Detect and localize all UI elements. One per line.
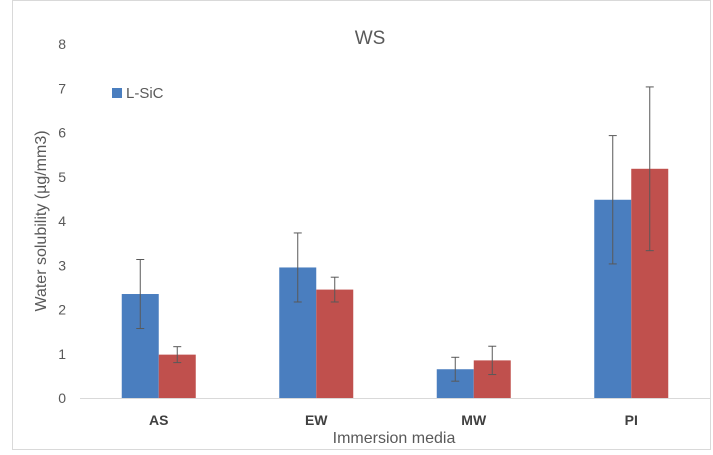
legend-swatch-l-sic (112, 88, 122, 98)
x-axis-ticks: AS EW MW PI (149, 412, 638, 428)
y-tick-label: 7 (58, 80, 66, 96)
bars (121, 86, 669, 398)
x-axis-label: Immersion media (333, 430, 456, 447)
y-tick-label: 5 (58, 169, 66, 185)
y-tick-label: 1 (58, 346, 66, 362)
y-tick-label: 8 (58, 36, 66, 52)
chart-title: WS (355, 28, 386, 49)
x-tick-label: MW (461, 412, 487, 428)
x-tick-label: PI (625, 412, 638, 428)
y-tick-label: 0 (58, 390, 66, 406)
y-tick-label: 6 (58, 125, 66, 141)
legend-label-l-sic: L-SiC (126, 85, 164, 102)
y-axis-ticks: 0 1 2 3 4 5 6 7 8 (58, 36, 66, 406)
legend: L-SiC (112, 85, 164, 102)
y-axis-label: Water solubility (µg/mm3) (33, 130, 50, 311)
x-tick-label: EW (305, 412, 328, 428)
y-tick-label: 4 (58, 213, 66, 229)
bar (316, 289, 354, 398)
y-tick-label: 3 (58, 257, 66, 273)
x-tick-label: AS (149, 412, 168, 428)
y-tick-label: 2 (58, 302, 66, 318)
